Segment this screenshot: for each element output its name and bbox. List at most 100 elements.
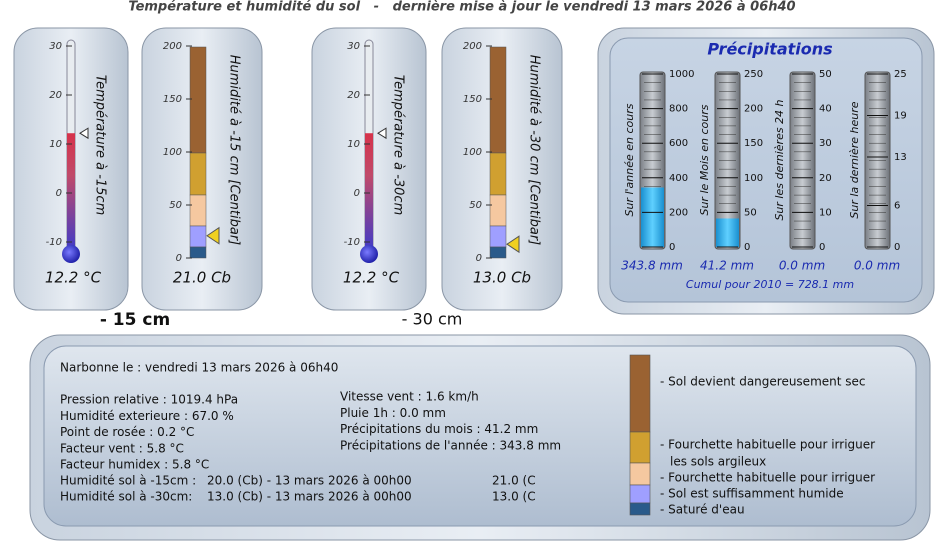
tick-label: 150 xyxy=(463,94,482,105)
tick-label: 200 xyxy=(163,41,182,52)
gauge-label: Humidité à -15 cm [Centibar] xyxy=(227,55,242,246)
legend-text: - Saturé d'eau xyxy=(660,503,745,517)
soil-legend-bar xyxy=(629,354,651,516)
tick-label: 250 xyxy=(744,69,763,80)
tick-label: 0 xyxy=(894,242,900,253)
rain-label: Sur le Mois en cours xyxy=(698,104,711,215)
soil-band xyxy=(189,46,207,154)
tick-label: 800 xyxy=(669,104,688,115)
tick-label: 30 xyxy=(49,41,62,52)
soil-row: Humidité sol à -30cm: xyxy=(60,490,192,504)
summary-left: Pression relative : 1019.4 hPa xyxy=(60,393,238,407)
tick-label: 30 xyxy=(819,138,832,149)
tick-label: 0 xyxy=(744,242,750,253)
soil-band xyxy=(489,225,507,248)
precip-footer: Cumul pour 2010 = 728.1 mm xyxy=(686,278,854,291)
tick-label: 100 xyxy=(744,173,763,184)
tick-label: 0 xyxy=(669,242,675,253)
rain-reading: 41.2 mm xyxy=(700,259,754,273)
tick-label: 25 xyxy=(894,69,907,80)
station-line: Narbonne le : vendredi 13 mars 2026 à 06… xyxy=(60,361,338,375)
soil-band xyxy=(189,194,207,227)
tick-label: 13 xyxy=(894,152,907,163)
gauge-label: Température à -15cm xyxy=(93,75,108,216)
gauge-reading: 13.0 Cb xyxy=(473,269,531,287)
depth-label: - 15 cm xyxy=(100,310,170,330)
rain-label: Sur l'année en cours xyxy=(623,103,636,216)
legend-text: les sols argileux xyxy=(670,455,766,469)
tick-label: 50 xyxy=(819,69,832,80)
summary-left: Point de rosée : 0.2 °C xyxy=(60,425,194,439)
summary-inner xyxy=(43,345,917,527)
gauge-reading: 21.0 Cb xyxy=(173,269,231,287)
tick-label: 19 xyxy=(894,111,907,122)
depth-label: - 30 cm xyxy=(402,310,463,329)
rain-reading: 0.0 mm xyxy=(779,259,825,273)
gauge-label: Humidité à -30 cm [Centibar] xyxy=(527,55,542,246)
tick-label: 50 xyxy=(169,200,182,211)
tick-label: 400 xyxy=(669,173,688,184)
tick-label: 0 xyxy=(819,242,825,253)
pointer xyxy=(79,127,89,140)
soil-band xyxy=(189,225,207,248)
pointer xyxy=(206,226,220,245)
tick-label: 150 xyxy=(163,94,182,105)
legend-text: - Sol devient dangereusement sec xyxy=(660,375,866,389)
tick-label: 200 xyxy=(669,207,688,218)
summary-right: Précipitations de l'année : 343.8 mm xyxy=(340,438,561,452)
tick-label: 6 xyxy=(894,200,900,211)
tick-label: 200 xyxy=(744,104,763,115)
gauge-label: Température à -30cm xyxy=(391,75,406,216)
soil-row: 13.0 (C xyxy=(492,490,536,504)
tick-label: 10 xyxy=(347,139,360,150)
tick-label: 50 xyxy=(469,200,482,211)
soil-band xyxy=(189,152,207,196)
bulb xyxy=(62,245,80,263)
tick-label: 0 xyxy=(476,253,482,264)
page-title: Température et humidité du sol - dernièr… xyxy=(128,0,795,15)
tick-label: 40 xyxy=(819,104,832,115)
tick-label: -10 xyxy=(344,237,360,248)
soil-band xyxy=(489,246,507,259)
legend-text: - Sol est suffisamment humide xyxy=(660,487,844,501)
soil-band xyxy=(489,152,507,196)
rain-level xyxy=(716,218,739,247)
soil-band xyxy=(189,246,207,259)
gauge-reading: 12.2 °C xyxy=(343,269,400,287)
tick-label: 100 xyxy=(163,147,182,158)
tick-label: 20 xyxy=(49,90,62,101)
soil-row: 13.0 (Cb) - 13 mars 2026 à 00h00 xyxy=(207,490,412,504)
soil-band xyxy=(489,46,507,154)
tick-label: -10 xyxy=(46,237,62,248)
tick-label: 50 xyxy=(744,207,757,218)
rain-label: Sur la dernière heure xyxy=(848,101,861,218)
gauge-reading: 12.2 °C xyxy=(45,269,102,287)
tick-label: 600 xyxy=(669,138,688,149)
legend-text: - Fourchette habituelle pour irriguer xyxy=(660,438,875,452)
tick-label: 20 xyxy=(347,90,360,101)
summary-right: Vitesse vent : 1.6 km/h xyxy=(340,390,479,404)
summary-right: Pluie 1h : 0.0 mm xyxy=(340,406,446,420)
pointer xyxy=(506,235,520,254)
rain-level xyxy=(641,187,664,247)
tick-label: 200 xyxy=(463,41,482,52)
tick-label: 10 xyxy=(819,207,832,218)
tick-label: 10 xyxy=(49,139,62,150)
summary-left: Humidité exterieure : 67.0 % xyxy=(60,409,234,423)
tick-label: 100 xyxy=(463,147,482,158)
mercury xyxy=(365,133,373,254)
rain-reading: 343.8 mm xyxy=(621,259,683,273)
pointer xyxy=(377,127,387,140)
legend-text: - Fourchette habituelle pour irriguer xyxy=(660,471,875,485)
summary-right: Précipitations du mois : 41.2 mm xyxy=(340,422,538,436)
soil-row: Humidité sol à -15cm : xyxy=(60,474,196,488)
soil-row: 21.0 (C xyxy=(492,474,536,488)
rain-label: Sur les dernières 24 h xyxy=(773,99,786,220)
mercury xyxy=(67,133,75,254)
bulb xyxy=(360,245,378,263)
tick-label: 1000 xyxy=(669,69,694,80)
precip-title: Précipitations xyxy=(707,40,832,59)
soil-row: 20.0 (Cb) - 13 mars 2026 à 00h00 xyxy=(207,474,412,488)
tick-label: 30 xyxy=(347,41,360,52)
